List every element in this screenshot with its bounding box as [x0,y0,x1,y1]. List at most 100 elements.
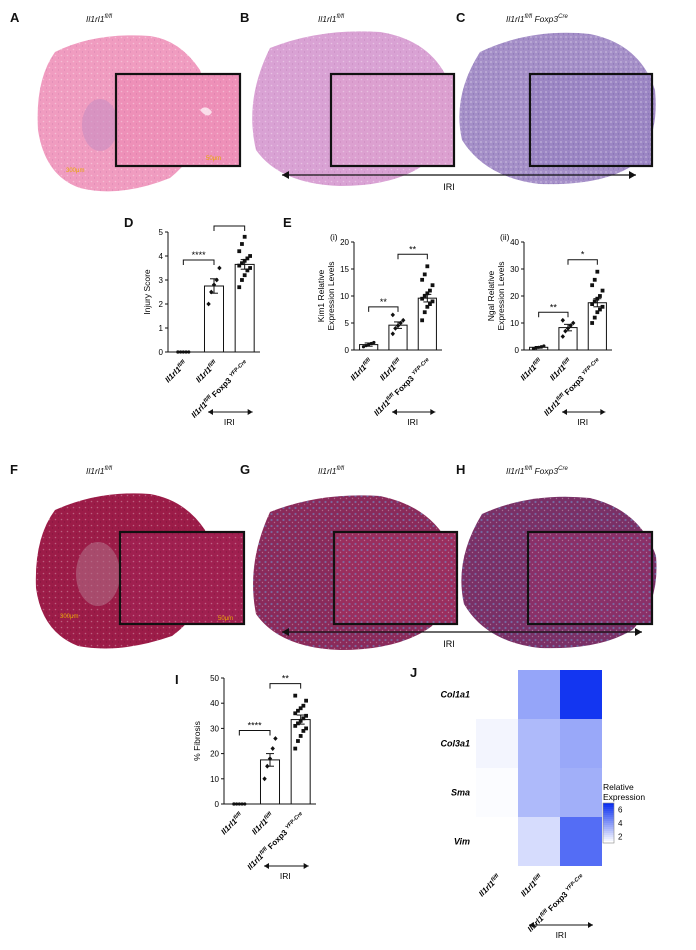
data-point [595,269,600,274]
data-point [296,708,300,713]
data-point [242,258,247,263]
data-point [428,288,432,293]
data-point [422,294,427,298]
y-tick-label: 20 [210,750,219,759]
y-tick-label: 40 [510,238,519,247]
y-tick-label: 4 [159,252,164,261]
legend-tick-label: 4 [618,819,623,828]
data-point [369,341,373,346]
y-tick-label: 0 [515,346,520,355]
data-point [298,734,303,738]
y-tick-label: 2 [159,300,164,309]
data-point [595,310,600,315]
heatmap-col-label-2: Il1rl1fl/fl [519,873,545,899]
legend-frame [602,802,615,844]
x-label-group-3: Il1rl1fl/fl Foxp3 YFP-Cre [246,811,307,872]
data-point [422,310,427,315]
data-point [206,301,211,307]
data-point [262,776,267,782]
micrograph-h [461,496,657,649]
chart-sublabel: (ii) [500,232,510,242]
y-tick-label: 0 [215,800,220,809]
significance-label: ** [550,302,558,312]
legend-swatch [603,811,614,814]
legend-swatch [603,825,614,828]
legend-swatch [603,841,614,844]
iri-arrowheads [264,863,309,869]
data-point [537,345,541,349]
data-point [235,802,239,806]
data-point [304,698,308,703]
panel-c-title: Il1rl1fl/fl Foxp3Cre [506,14,568,24]
data-point [430,283,435,288]
data-point [248,254,252,258]
data-point [304,726,308,731]
data-point [372,340,376,345]
micrograph-a: 300μm 50μm [37,35,242,192]
legend-swatch [603,829,614,832]
heatmap-cell [560,768,602,817]
legend-swatch [603,837,614,840]
significance-label: ** [380,297,388,307]
data-point [304,713,308,718]
legend-swatch [603,813,614,816]
iri-arrowheads [392,409,436,415]
data-point [590,302,595,306]
y-axis-label: Kim1 Relative [316,270,326,323]
panel-label-f: F [10,462,18,477]
iri-label: IRI [556,930,567,940]
heatmap-row-label: Col3a1 [440,739,470,749]
data-point [425,291,430,296]
significance-bracket [368,306,399,312]
legend-swatch [603,809,614,812]
panel-a-title: Il1rl1fl/fl [86,14,113,24]
panel-label-a: A [10,10,20,25]
panel-label-g: G [240,462,251,477]
data-point [590,321,595,325]
data-point [390,331,396,337]
data-point [301,729,306,733]
significance-bracket [538,311,569,318]
data-point [565,326,571,331]
data-point [242,273,247,278]
y-tick-label: 15 [340,265,349,274]
significance-label: ** [282,674,290,684]
significance-label: **** [248,720,263,730]
chart-sublabel: (i) [330,232,338,242]
significance-bracket [238,729,271,736]
legend-tick-label: 2 [618,832,623,841]
y-tick-label: 20 [340,238,349,247]
heatmap-cell [560,719,602,768]
micrograph-b [252,31,456,187]
panel-h-title: Il1rl1fl/fl Foxp3Cre [506,466,568,476]
legend-swatch [603,831,614,834]
x-label-group-3: Il1rl1fl/fl Foxp3 YFP-Cre [542,357,603,418]
data-point [422,272,427,277]
legend-swatch [603,805,614,808]
scale-bar-label-a-right: 50μm [206,156,221,162]
legend-swatch [603,827,614,830]
heatmap-cell [518,670,560,719]
data-point [209,289,214,295]
panel-label-b: B [240,10,250,25]
data-point [420,277,425,282]
panel-label-d: D [124,215,134,230]
data-point [240,802,244,806]
iri-label: IRI [407,417,418,427]
legend-swatch [603,815,614,818]
y-tick-label: 3 [159,276,164,285]
data-point [298,718,303,723]
bar-2 [290,719,311,805]
scale-bar-label-f-right: 50μm [218,616,233,622]
heatmap-cell [560,817,602,866]
data-point [590,283,595,288]
x-label-group-1: Il1rl1fl/fl [163,359,189,385]
data-point [592,277,597,282]
x-label-group-3: Il1rl1fl/fl Foxp3 YFP-Cre [190,359,251,420]
data-point [240,278,244,282]
iri-arrowheads [208,409,253,415]
legend-swatch [603,817,614,820]
